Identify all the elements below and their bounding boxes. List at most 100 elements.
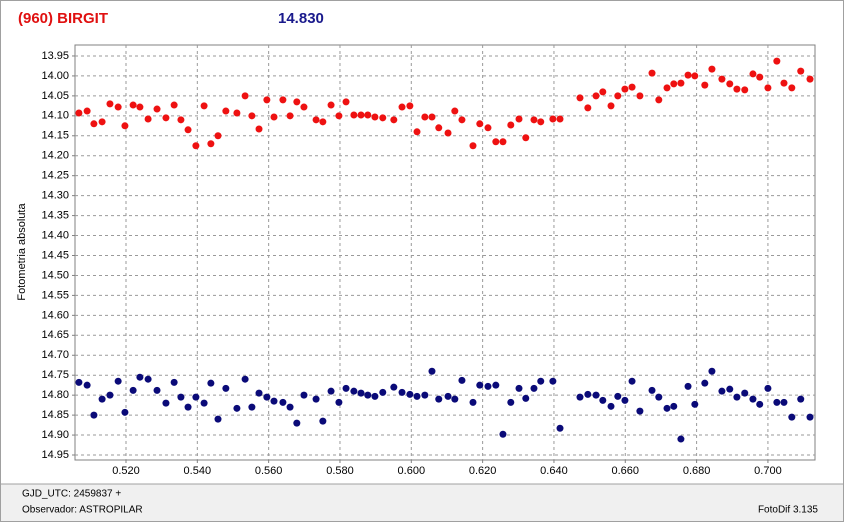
data-point — [200, 102, 208, 110]
data-point — [241, 92, 249, 100]
data-point — [522, 134, 530, 142]
data-point — [379, 388, 387, 396]
data-point — [192, 142, 200, 150]
data-point — [428, 367, 436, 375]
data-point — [413, 392, 421, 400]
x-tick-label: 0.540 — [184, 465, 212, 477]
data-point — [364, 111, 372, 119]
data-point — [677, 79, 685, 87]
data-point — [153, 386, 161, 394]
y-tick-label: 14.75 — [41, 369, 69, 381]
data-point — [592, 92, 600, 100]
data-point — [83, 107, 91, 115]
data-point — [797, 395, 805, 403]
x-tick-label: 0.560 — [255, 465, 283, 477]
data-point — [708, 367, 716, 375]
data-point — [263, 96, 271, 104]
data-point — [241, 375, 249, 383]
y-tick-label: 14.45 — [41, 249, 69, 261]
x-tick-label: 0.700 — [754, 465, 782, 477]
data-point — [379, 114, 387, 122]
x-tick-label: 0.600 — [398, 465, 426, 477]
data-point — [114, 103, 122, 111]
data-point — [327, 387, 335, 395]
data-point — [255, 125, 263, 133]
data-point — [607, 402, 615, 410]
data-point — [780, 79, 788, 87]
data-point — [270, 397, 278, 405]
data-point — [350, 111, 358, 119]
data-point — [421, 391, 429, 399]
x-tick-label: 0.520 — [112, 465, 140, 477]
data-point — [451, 107, 459, 115]
data-point — [607, 102, 615, 110]
y-tick-label: 14.85 — [41, 409, 69, 421]
data-point — [741, 86, 749, 94]
y-tick-label: 14.30 — [41, 190, 69, 202]
data-point — [458, 116, 466, 124]
data-point — [248, 112, 256, 120]
data-point — [90, 411, 98, 419]
data-point — [444, 392, 452, 400]
data-point — [286, 112, 294, 120]
data-point — [312, 395, 320, 403]
data-point — [421, 113, 429, 121]
data-point — [398, 388, 406, 396]
data-point — [144, 115, 152, 123]
x-tick-label: 0.620 — [469, 465, 497, 477]
y-tick-label: 13.95 — [41, 50, 69, 62]
data-point — [670, 402, 678, 410]
data-point — [106, 391, 114, 399]
data-point — [357, 111, 365, 119]
data-point — [621, 85, 629, 93]
y-tick-label: 14.10 — [41, 110, 69, 122]
data-point — [537, 118, 545, 126]
data-point — [628, 83, 636, 91]
x-tick-label: 0.580 — [326, 465, 354, 477]
data-point — [364, 391, 372, 399]
data-point — [144, 375, 152, 383]
data-point — [435, 124, 443, 132]
data-point — [636, 407, 644, 415]
data-point — [492, 138, 500, 146]
data-point — [749, 395, 757, 403]
data-point — [655, 96, 663, 104]
y-tick-label: 14.40 — [41, 229, 69, 241]
data-point — [327, 101, 335, 109]
data-point — [599, 396, 607, 404]
y-tick-label: 14.65 — [41, 329, 69, 341]
data-point — [549, 377, 557, 385]
data-point — [599, 88, 607, 96]
data-point — [136, 373, 144, 381]
plot-area — [74, 44, 816, 461]
data-point — [222, 384, 230, 392]
data-point — [756, 400, 764, 408]
data-point — [300, 103, 308, 111]
data-point — [270, 113, 278, 121]
data-point — [780, 398, 788, 406]
data-point — [350, 387, 358, 395]
y-tick-label: 14.70 — [41, 349, 69, 361]
data-point — [788, 413, 796, 421]
data-point — [726, 80, 734, 88]
data-point — [121, 408, 129, 416]
data-point — [556, 115, 564, 123]
footer-date: GJD_UTC: 2459837 + — [22, 489, 121, 500]
data-point — [98, 395, 106, 403]
data-point — [233, 404, 241, 412]
data-point — [162, 399, 170, 407]
data-point — [584, 104, 592, 112]
data-point — [677, 435, 685, 443]
data-point — [75, 378, 83, 386]
data-point — [522, 394, 530, 402]
y-tick-label: 14.35 — [41, 209, 69, 221]
data-point — [398, 103, 406, 111]
data-point — [708, 65, 716, 73]
data-point — [222, 107, 230, 115]
data-point — [342, 98, 350, 106]
data-point — [390, 383, 398, 391]
data-point — [806, 75, 814, 83]
data-point — [663, 404, 671, 412]
data-point — [718, 75, 726, 83]
data-point — [200, 399, 208, 407]
